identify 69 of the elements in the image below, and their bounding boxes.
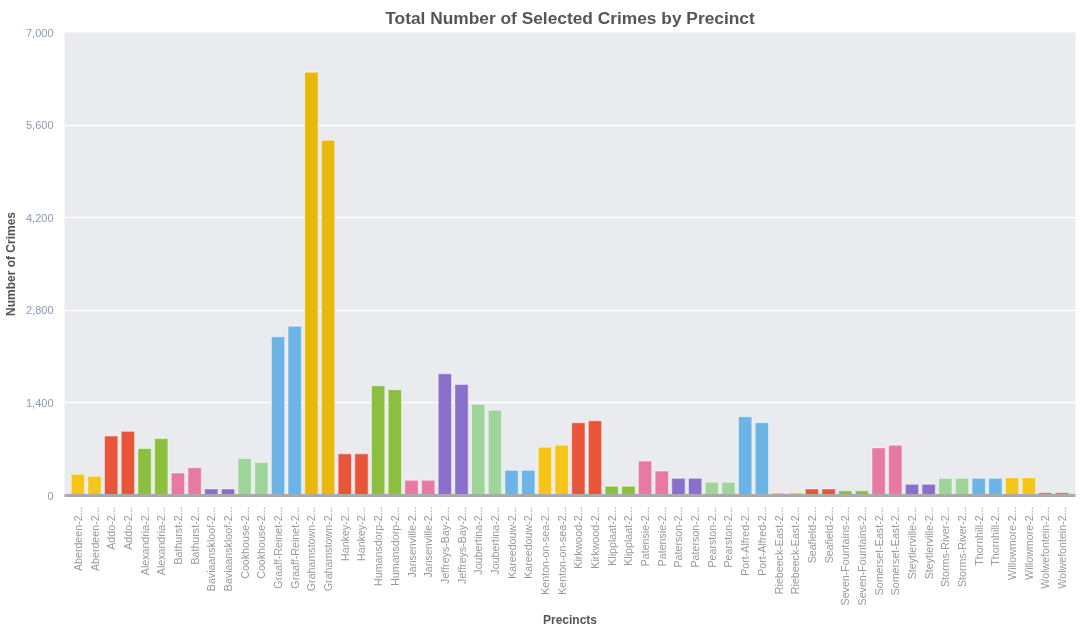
y-axis-title: Number of Crimes	[3, 211, 18, 317]
x-tick-label: Pearston-2...	[722, 506, 735, 568]
y-tick-label: 7,000	[25, 26, 54, 39]
x-tick-label: Jeffreys-Bay-2...	[455, 506, 468, 584]
x-tick-label: Patensie-2...	[655, 506, 668, 567]
x-tick-label: Port-Alfred-2...	[755, 506, 768, 576]
x-tick-label: Storms-River-2...	[939, 506, 952, 588]
x-tick-label: Seven-Fountains-2...	[855, 506, 868, 606]
y-tick-label: 2,800	[25, 304, 54, 317]
x-tick-label: Joubertina-2...	[488, 506, 501, 575]
x-tick-label: Grahamstown-2...	[322, 506, 335, 592]
x-tick-label: Willowmore-2...	[1022, 506, 1035, 580]
x-tick-label: Graaff-Reinet-2...	[288, 506, 301, 589]
y-tick-label: 5,600	[25, 119, 54, 132]
x-tick-label: Seafield-2...	[822, 506, 835, 564]
x-tick-label: Alexandria-2...	[138, 506, 151, 576]
x-tick-label: Steytlerville-2...	[922, 506, 935, 580]
x-tick-label: Kirkwood-2...	[589, 506, 602, 569]
x-tick-label: Humansdorp-2...	[372, 506, 385, 586]
x-tick-label: Bathurst-2...	[171, 506, 184, 565]
x-tick-label: Graaff-Reinet-2...	[272, 506, 285, 589]
x-tick-label: Wolwefontein-2...	[1039, 506, 1052, 589]
x-tick-label: Hankey-2...	[355, 506, 368, 561]
y-tick-label: 0	[47, 489, 54, 502]
x-tick-label: Kirkwood-2...	[572, 506, 585, 569]
x-tick-label: Somerset-East-2...	[889, 506, 902, 596]
x-tick-label: Jeffreys-Bay-2...	[438, 506, 451, 584]
x-tick-label: Riebeeck-East-2...	[789, 506, 802, 595]
x-tick-label: Patensie-2...	[639, 506, 652, 567]
x-tick-label: Port-Alfred-2...	[739, 506, 752, 576]
chart-title: Total Number of Selected Crimes by Precinct	[385, 7, 755, 28]
x-tick-label: Wolwefontein-2...	[1056, 506, 1069, 589]
x-tick-label: Baviaanskloof-2...	[205, 506, 218, 592]
x-tick-label: Seafield-2...	[805, 506, 818, 564]
x-tick-label: Joubertina-2...	[472, 506, 485, 575]
x-tick-label: Willowmore-2...	[1006, 506, 1019, 580]
x-tick-label: Aberdeen-2...	[71, 506, 84, 572]
x-tick-label: Kenton-on-sea-2...	[555, 506, 568, 595]
x-tick-label: Addo-2...	[121, 506, 134, 550]
x-tick-label: Addo-2...	[105, 506, 118, 550]
x-tick-label: Baviaanskloof-2...	[222, 506, 234, 592]
x-tick-label: Kareedouw-2...	[522, 506, 535, 579]
x-tick-label: Jansenville-2...	[405, 506, 418, 578]
x-tick-label: Cookhouse-2...	[255, 506, 268, 579]
x-tick-label: Alexandria-2...	[155, 506, 168, 576]
x-tick-label: Jansenville-2...	[422, 506, 435, 578]
x-tick-label: Steytlerville-2...	[906, 506, 919, 580]
x-tick-label: Kareedouw-2...	[505, 506, 518, 579]
x-tick-label: Klipplaat-2...	[622, 506, 635, 566]
x-tick-label: Klipplaat-2...	[605, 506, 618, 566]
x-tick-label: Paterson-2...	[672, 506, 685, 568]
x-tick-label: Kenton-on-sea-2...	[538, 506, 551, 595]
x-tick-label: Pearston-2...	[705, 506, 718, 568]
x-tick-label: Paterson-2...	[689, 506, 702, 568]
x-tick-label: Cookhouse-2...	[238, 506, 251, 579]
y-tick-label: 4,200	[25, 211, 54, 224]
x-tick-label: Humansdorp-2...	[388, 506, 401, 586]
y-tick-label: 1,400	[25, 396, 54, 409]
x-tick-label: Aberdeen-2...	[88, 506, 101, 572]
x-tick-label: Thornhill-2...	[989, 506, 1002, 566]
x-tick-label: Storms-River-2...	[956, 506, 969, 588]
x-tick-label: Seven-Fountains-2...	[839, 506, 852, 606]
x-tick-label: Riebeeck-East-2...	[772, 506, 785, 595]
x-tick-label: Grahamstown-2...	[305, 506, 318, 592]
x-axis-title: Precincts	[542, 613, 598, 628]
x-tick-label: Somerset-East-2...	[872, 506, 885, 596]
x-tick-label: Thornhill-2...	[972, 506, 985, 566]
x-tick-label: Bathurst-2...	[188, 506, 201, 565]
x-tick-label: Hankey-2...	[338, 506, 351, 561]
